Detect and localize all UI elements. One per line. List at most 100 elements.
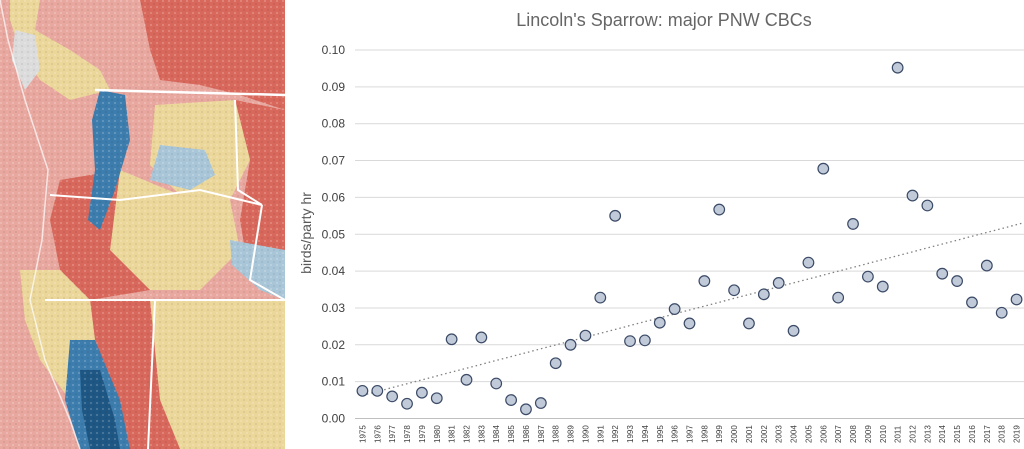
data-point	[668, 303, 681, 315]
y-tick-label: 0.03	[322, 301, 346, 315]
data-point	[490, 377, 503, 390]
x-tick-label: 1978	[403, 425, 412, 443]
data-point	[415, 386, 428, 399]
gridlines	[355, 49, 1024, 383]
data-point	[460, 373, 473, 386]
data-point	[430, 392, 443, 405]
map-border-idaho-east	[248, 204, 285, 301]
x-tick-label: 1990	[581, 425, 590, 443]
x-tick-label: 1987	[537, 425, 546, 443]
y-tick-label: 0.10	[322, 43, 346, 57]
y-tick-label: 0.01	[322, 375, 346, 389]
x-tick-label: 2014	[938, 425, 947, 443]
map-border-id-nv	[147, 299, 156, 449]
x-tick-label: 1980	[433, 425, 442, 443]
data-point	[772, 276, 785, 289]
data-point	[653, 316, 666, 329]
x-tick-label: 1996	[671, 425, 680, 443]
x-tick-label: 1977	[388, 425, 397, 443]
y-tick-label: 0.04	[322, 264, 346, 278]
data-point	[698, 275, 711, 287]
y-tick-label: 0.09	[322, 80, 346, 94]
x-tick-label: 1979	[418, 425, 427, 443]
y-tick-label: 0.08	[322, 117, 346, 131]
x-tick-label: 1999	[715, 425, 724, 443]
chart-title: Lincoln's Sparrow: major PNW CBCs	[516, 10, 812, 30]
data-point	[609, 209, 622, 222]
data-point	[534, 397, 547, 409]
x-tick-label: 1988	[552, 425, 561, 443]
data-point	[817, 162, 830, 175]
data-point	[1010, 293, 1023, 306]
data-point	[579, 329, 592, 342]
x-tick-label: 1989	[567, 425, 576, 443]
data-point	[995, 306, 1008, 319]
data-point	[356, 384, 369, 397]
x-tick-label: 2017	[983, 425, 992, 443]
x-tick-label: 2012	[909, 425, 918, 443]
data-point	[520, 403, 532, 416]
data-point	[847, 218, 859, 230]
x-tick-label: 2011	[894, 425, 903, 443]
x-tick-label: 1986	[522, 425, 531, 443]
x-tick-label: 2004	[790, 425, 799, 443]
x-tick-label: 2013	[923, 425, 932, 443]
data-point	[951, 275, 963, 287]
x-tick-labels: 1975 1976 1977 1978 1979 1980 1981 1982 1983 1984…	[358, 425, 1021, 443]
data-point	[728, 284, 741, 297]
x-tick-label: 1998	[700, 425, 709, 443]
data-point	[445, 333, 458, 346]
data-point	[639, 334, 651, 347]
x-tick-label: 2015	[953, 425, 962, 443]
data-point	[921, 199, 934, 212]
x-tick-label: 2003	[775, 425, 784, 443]
y-tick-labels: 0.00 0.01 0.02 0.03 0.04 0.05 0.06 0.07 0.08 0.09…	[322, 43, 346, 426]
x-tick-label: 1982	[463, 425, 472, 443]
x-tick-label: 1991	[596, 425, 605, 443]
data-point	[594, 291, 607, 304]
data-point	[683, 317, 696, 330]
data-point	[832, 291, 845, 304]
x-tick-label: 1984	[492, 425, 501, 443]
y-tick-label: 0.07	[322, 154, 346, 168]
data-point	[891, 61, 904, 74]
x-tick-label: 1976	[373, 425, 382, 443]
x-tick-label: 2007	[834, 425, 843, 443]
data-point	[564, 338, 577, 351]
x-tick-label: 2001	[745, 425, 754, 443]
data-point	[802, 256, 815, 269]
x-tick-label: 2018	[998, 425, 1007, 443]
x-tick-label: 2010	[879, 425, 888, 443]
data-point	[980, 259, 993, 272]
data-point	[475, 331, 488, 344]
x-tick-label: 2009	[864, 425, 873, 443]
y-tick-label: 0.02	[322, 338, 346, 352]
x-tick-label: 2019	[1013, 425, 1022, 443]
data-point	[743, 317, 755, 330]
trendline	[362, 222, 1024, 397]
y-axis-label: birds/party hr	[298, 192, 314, 274]
x-tick-label: 2008	[849, 425, 858, 443]
data-point	[966, 296, 978, 309]
data-point	[876, 280, 889, 293]
data-point	[549, 357, 562, 370]
x-tick-label: 2006	[819, 425, 828, 443]
y-tick-label: 0.00	[322, 412, 346, 426]
range-map	[0, 0, 285, 449]
data-point	[936, 267, 949, 280]
data-point	[862, 270, 874, 283]
y-tick-label: 0.05	[322, 227, 346, 241]
data-point	[386, 390, 399, 403]
x-tick-label: 1985	[507, 425, 516, 443]
x-tick-label: 1995	[656, 425, 665, 443]
map-border-canada-us	[94, 88, 285, 97]
map-border-wa-or	[49, 188, 263, 206]
x-tick-label: 2016	[968, 425, 977, 443]
data-point	[713, 203, 726, 216]
data-point	[787, 324, 800, 337]
x-tick-label: 2000	[730, 425, 739, 443]
x-tick-label: 1983	[477, 425, 486, 443]
x-tick-label: 1992	[611, 425, 620, 443]
x-tick-label: 1993	[626, 425, 635, 443]
x-tick-label: 2005	[804, 425, 813, 443]
